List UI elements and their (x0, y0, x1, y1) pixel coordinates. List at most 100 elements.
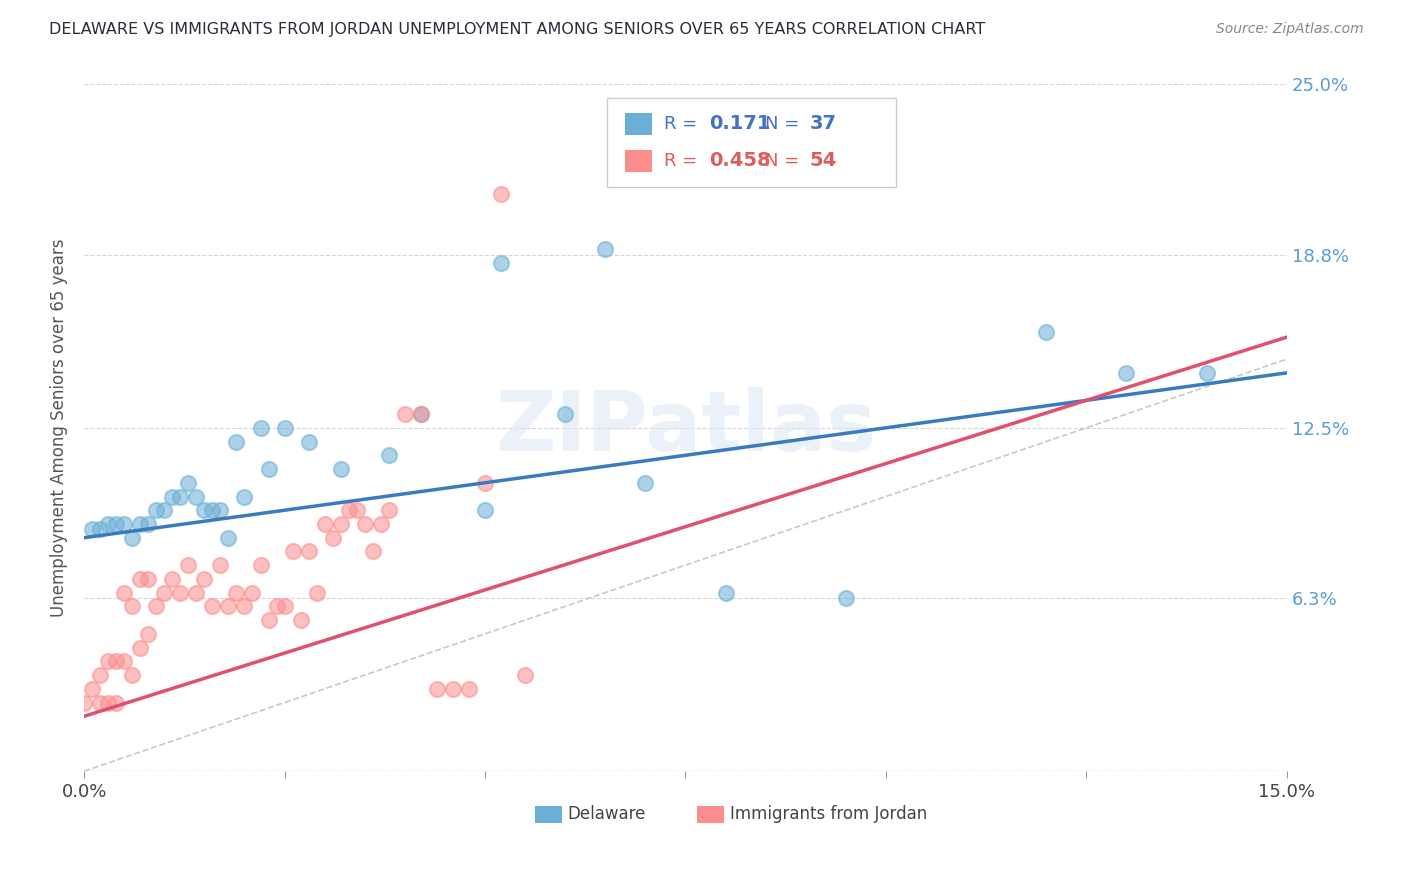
Point (314, 516, 336, 531)
Point (329, 516, 352, 531)
Bar (697, 805, 724, 822)
Point (370, 516, 392, 531)
Point (634, 475, 657, 490)
Point (346, 503, 368, 517)
Point (714, 585, 737, 599)
Point (297, 434, 319, 449)
Point (193, 572, 215, 586)
Point (177, 475, 200, 490)
Text: N =: N = (765, 152, 804, 169)
Text: 37: 37 (810, 114, 837, 133)
Point (426, 681, 449, 696)
Point (186, 585, 208, 599)
Point (489, 187, 512, 202)
Point (112, 516, 135, 531)
Point (1195, 366, 1218, 380)
Point (136, 516, 159, 531)
Point (233, 490, 256, 504)
Text: R =: R = (664, 152, 703, 169)
Point (193, 503, 215, 517)
Point (186, 490, 208, 504)
Point (153, 585, 176, 599)
Text: 0.171: 0.171 (710, 114, 770, 133)
Point (266, 599, 288, 614)
Point (249, 421, 271, 435)
Bar (626, 112, 652, 135)
Point (129, 516, 152, 531)
Point (441, 681, 464, 696)
Point (305, 585, 328, 599)
Point (378, 503, 401, 517)
Point (153, 503, 176, 517)
Point (513, 668, 536, 682)
Point (409, 407, 432, 421)
Bar (536, 805, 561, 822)
Point (73, 696, 96, 710)
Text: ZIPatlas: ZIPatlas (495, 387, 876, 468)
Point (105, 654, 128, 668)
Point (209, 503, 232, 517)
Text: R =: R = (664, 114, 703, 133)
Point (136, 572, 159, 586)
Point (835, 591, 858, 606)
Point (82, 681, 104, 696)
Point (290, 613, 312, 627)
Point (162, 572, 184, 586)
Point (273, 599, 295, 614)
Text: Source: ZipAtlas.com: Source: ZipAtlas.com (1216, 22, 1364, 37)
Point (121, 599, 143, 614)
Point (112, 654, 135, 668)
Point (489, 256, 512, 270)
Point (353, 516, 375, 531)
Point (554, 407, 576, 421)
Point (474, 503, 496, 517)
Text: 54: 54 (810, 151, 837, 170)
Point (177, 558, 200, 573)
Point (129, 572, 152, 586)
Point (1035, 325, 1057, 339)
Point (233, 599, 256, 614)
FancyBboxPatch shape (607, 98, 896, 187)
Point (89, 696, 111, 710)
Point (112, 585, 135, 599)
Point (217, 531, 239, 545)
Point (337, 503, 360, 517)
Point (105, 696, 128, 710)
Text: Immigrants from Jordan: Immigrants from Jordan (730, 805, 927, 823)
Point (145, 599, 167, 614)
Point (329, 462, 352, 476)
Point (169, 490, 191, 504)
Point (1115, 366, 1137, 380)
Text: 0.458: 0.458 (710, 151, 770, 170)
Point (89, 668, 111, 682)
Point (217, 599, 239, 614)
Point (201, 599, 224, 614)
Point (209, 558, 232, 573)
Point (136, 627, 159, 641)
Point (121, 531, 143, 545)
Point (129, 640, 152, 655)
Point (97, 516, 120, 531)
Point (225, 585, 247, 599)
Point (89, 523, 111, 537)
Point (322, 531, 344, 545)
Point (458, 681, 481, 696)
Point (257, 613, 280, 627)
Point (169, 585, 191, 599)
Point (257, 462, 280, 476)
Y-axis label: Unemployment Among Seniors over 65 years: Unemployment Among Seniors over 65 years (51, 238, 67, 617)
Point (361, 544, 384, 558)
Point (97, 654, 120, 668)
Point (201, 503, 224, 517)
Point (378, 448, 401, 462)
Point (242, 585, 264, 599)
Bar (626, 150, 652, 171)
Point (145, 503, 167, 517)
Point (105, 516, 128, 531)
Point (162, 490, 184, 504)
Point (249, 558, 271, 573)
Text: N =: N = (765, 114, 804, 133)
Point (225, 434, 247, 449)
Point (593, 242, 616, 256)
Text: Delaware: Delaware (568, 805, 645, 823)
